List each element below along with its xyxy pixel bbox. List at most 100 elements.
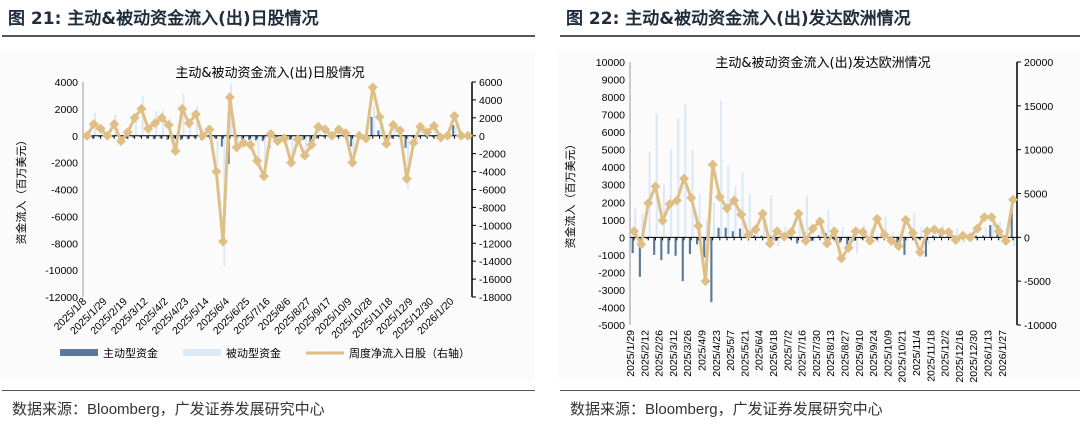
passive-fund-bar (372, 106, 375, 136)
passive-fund-bar (805, 196, 808, 238)
passive-fund-bar (655, 113, 658, 238)
net-flow-marker (463, 130, 473, 141)
passive-fund-bar (189, 119, 192, 136)
net-flow-marker (265, 128, 276, 139)
y2-tick-label: -2000 (479, 149, 506, 161)
passive-fund-bar (216, 135, 219, 166)
figure-title-text: 主动&被动资金流入(出)发达欧洲情况 (625, 9, 911, 29)
y-tick-label: 5000 (602, 145, 626, 157)
net-flow-marker (279, 133, 290, 144)
net-flow-marker (299, 150, 310, 161)
y2-tick-label: -8000 (479, 202, 506, 214)
net-flow-marker (965, 232, 976, 243)
net-flow-marker (347, 157, 358, 168)
passive-fund-bar (264, 135, 267, 174)
y-tick-label: 6000 (602, 127, 626, 139)
y2-tick-label: 10000 (1024, 145, 1053, 157)
plot-background (0, 50, 535, 380)
active-fund-bar (302, 135, 305, 140)
active-fund-bar (152, 135, 155, 140)
x-tick-label: 2025/8/27 (840, 330, 852, 377)
x-tick-label: 2025/8/13 (825, 330, 837, 377)
active-fund-bar (424, 135, 427, 138)
y2-tick-label: -4000 (479, 167, 506, 179)
passive-fund-bar (393, 125, 396, 136)
source-divider (2, 390, 535, 391)
net-flow-marker (957, 230, 968, 241)
x-tick-label: 2025/12/2 (940, 330, 952, 377)
legend-label-passive: 被动型资金 (226, 346, 281, 360)
net-flow-marker (428, 120, 439, 131)
y-tick-label: 8000 (602, 92, 626, 104)
y-tick-label: -12000 (45, 292, 78, 304)
passive-fund-bar (977, 237, 980, 240)
net-flow-marker (170, 145, 181, 156)
net-flow-marker (822, 238, 833, 249)
active-fund-bar (846, 237, 849, 250)
y-tick-label: 0 (72, 131, 78, 143)
active-fund-bar (350, 135, 353, 147)
passive-fund-bar (913, 212, 916, 238)
active-fund-bar (774, 237, 777, 241)
x-tick-label: 2025/4/9 (697, 330, 709, 371)
passive-fund-bar (634, 208, 637, 238)
active-fund-bar (316, 135, 319, 139)
active-fund-bar (817, 235, 820, 238)
active-fund-bar (717, 227, 720, 238)
passive-fund-bar (762, 218, 766, 238)
active-fund-bar (1010, 209, 1013, 238)
net-flow-marker (736, 209, 747, 220)
net-flow-marker (950, 234, 961, 245)
passive-fund-bar (734, 186, 737, 238)
net-flow-marker (224, 92, 235, 103)
y-tick-label: 1000 (602, 215, 626, 227)
active-fund-bar (660, 237, 663, 261)
active-fund-bar (738, 228, 742, 238)
net-flow-marker (394, 125, 405, 136)
active-fund-bar (431, 135, 434, 138)
passive-fund-bar (827, 209, 830, 238)
net-flow-marker (700, 276, 711, 287)
net-flow-marker (814, 216, 825, 227)
active-fund-bar (275, 135, 278, 138)
net-flow-marker (829, 226, 840, 237)
passive-fund-bar (677, 118, 680, 238)
net-flow-marker (793, 208, 804, 219)
net-flow-marker (442, 130, 453, 141)
x-tick-label: 2025/12/16 (954, 330, 966, 383)
y-tick-label: -2000 (598, 267, 625, 279)
net-flow-marker (664, 199, 675, 210)
net-flow-marker (381, 138, 392, 149)
y-tick-label: 4000 (602, 162, 626, 174)
net-flow-marker (150, 118, 161, 129)
y-tick-label: -6000 (51, 211, 78, 223)
passive-fund-bar (669, 149, 673, 238)
net-flow-marker (993, 226, 1004, 237)
x-tick-label: 2025/9/10 (854, 330, 866, 377)
y2-tick-label: 20000 (1024, 57, 1053, 69)
net-flow-marker (650, 181, 661, 192)
net-flow-marker (95, 123, 106, 134)
net-flow-marker (415, 121, 426, 132)
active-fund-bar (674, 237, 677, 256)
y-tick-label: 4000 (55, 77, 79, 89)
active-fund-bar (982, 235, 985, 238)
net-flow-marker (204, 124, 215, 135)
net-flow-marker (743, 229, 754, 240)
net-flow-marker (986, 212, 997, 223)
y2-tick-label: 5000 (1024, 189, 1048, 201)
active-fund-bar (989, 225, 992, 238)
net-flow-marker (163, 120, 174, 130)
passive-fund-bar (741, 172, 744, 238)
passive-fund-bar (648, 151, 651, 238)
net-flow-marker (367, 82, 378, 93)
x-tick-label: 2025/1/29 (625, 330, 637, 377)
net-flow-marker (136, 103, 147, 114)
passive-fund-bar (777, 237, 780, 247)
net-flow-marker (1000, 235, 1011, 246)
passive-fund-bar (891, 232, 894, 238)
passive-fund-bar (877, 237, 880, 243)
net-flow-marker (408, 137, 419, 148)
active-fund-bar (831, 237, 835, 240)
y2-tick-label: -14000 (479, 256, 512, 268)
